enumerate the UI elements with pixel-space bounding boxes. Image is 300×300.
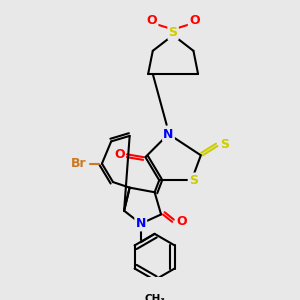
Text: N: N (163, 128, 174, 140)
Text: CH₃: CH₃ (144, 293, 165, 300)
Text: Br: Br (71, 157, 87, 170)
Text: O: O (114, 148, 125, 161)
Text: O: O (176, 215, 187, 228)
Text: S: S (220, 138, 230, 151)
Text: O: O (146, 14, 157, 27)
Text: O: O (189, 14, 200, 27)
Text: S: S (169, 26, 178, 39)
Text: S: S (189, 174, 198, 187)
Text: N: N (136, 217, 146, 230)
